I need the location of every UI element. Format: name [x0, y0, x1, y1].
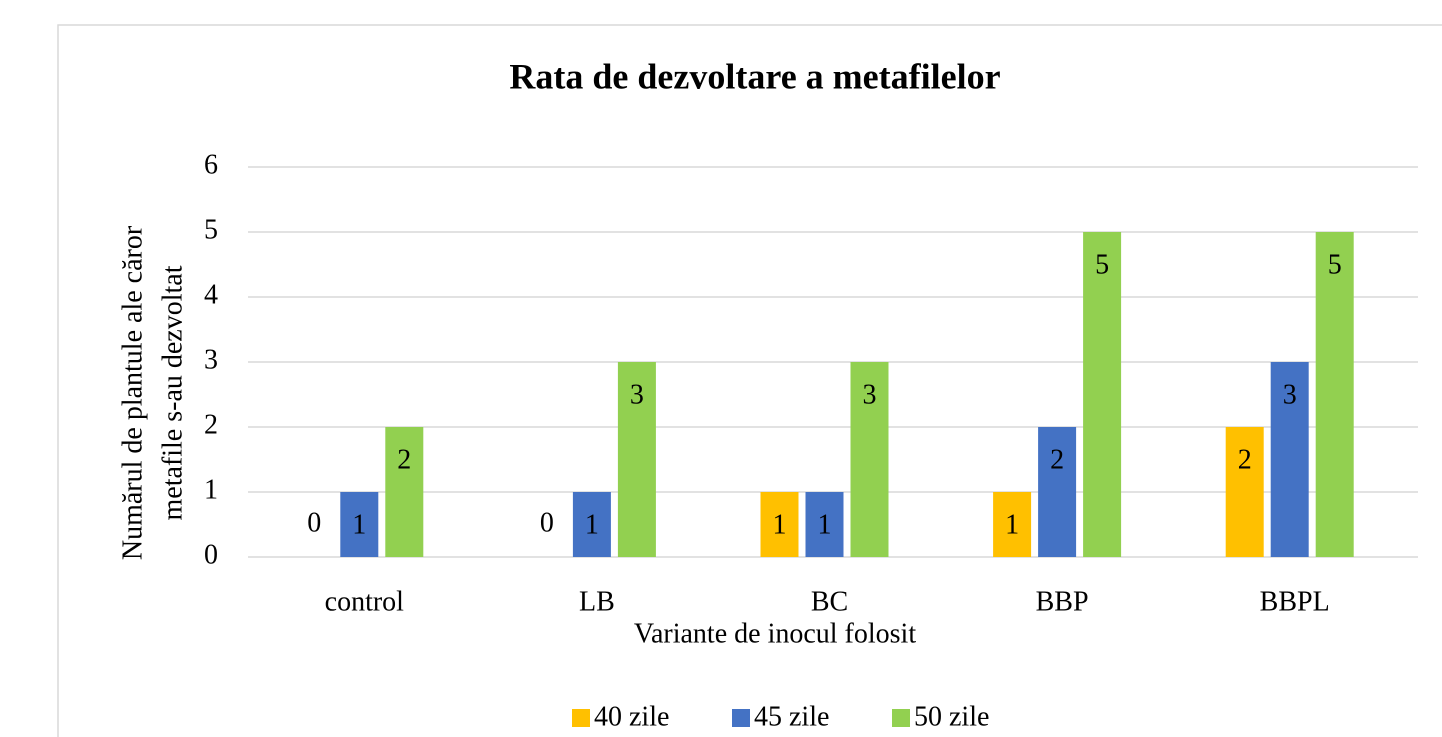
y-tick-label: 3 — [204, 344, 218, 375]
bar — [1038, 427, 1077, 557]
x-axis-title: Variante de inocul folosit — [634, 618, 916, 649]
bar — [385, 427, 424, 557]
y-tick-label: 6 — [204, 149, 218, 180]
data-label: 0 — [307, 507, 321, 538]
data-label: 3 — [630, 379, 644, 410]
data-label: 5 — [1328, 249, 1342, 280]
data-label: 5 — [1095, 249, 1109, 280]
data-label: 1 — [773, 509, 787, 540]
data-label: 2 — [1050, 444, 1064, 475]
bar — [1315, 232, 1354, 557]
data-label: 3 — [863, 379, 877, 410]
x-tick-label: BBP — [1036, 586, 1089, 617]
y-tick-label: 1 — [204, 474, 218, 505]
data-label: 2 — [397, 444, 411, 475]
y-tick-label: 2 — [204, 409, 218, 440]
chart-title: Rata de dezvoltare a metafilelor — [509, 56, 1000, 96]
y-tick-label: 5 — [204, 214, 218, 245]
data-label: 1 — [585, 509, 599, 540]
bar — [805, 492, 844, 557]
bar — [1270, 362, 1309, 557]
legend-swatch — [732, 709, 750, 727]
data-label: 1 — [818, 509, 832, 540]
bar — [850, 362, 889, 557]
data-label: 3 — [1283, 379, 1297, 410]
x-tick-label: BC — [811, 586, 848, 617]
x-tick-label: LB — [579, 586, 615, 617]
y-tick-label: 4 — [204, 279, 218, 310]
legend-label: 50 zile — [914, 701, 989, 732]
y-tick-label: 0 — [204, 539, 218, 570]
bar — [993, 492, 1032, 557]
y-axis-title: metafile s-au dezvoltat — [157, 265, 188, 520]
bar — [572, 492, 611, 557]
x-tick-label: BBPL — [1260, 586, 1330, 617]
bar — [617, 362, 656, 557]
data-label: 1 — [1005, 509, 1019, 540]
legend-swatch — [892, 709, 910, 727]
bar — [1083, 232, 1122, 557]
x-tick-label: control — [325, 586, 405, 617]
bar — [340, 492, 379, 557]
bar — [1225, 427, 1264, 557]
bar — [760, 492, 799, 557]
y-axis-title: Numărul de plantule ale căror — [117, 225, 148, 560]
legend-label: 40 zile — [594, 701, 669, 732]
legend-swatch — [572, 709, 590, 727]
data-label: 1 — [352, 509, 366, 540]
chart-border — [57, 24, 1442, 737]
data-label: 2 — [1238, 444, 1252, 475]
legend-label: 45 zile — [754, 701, 829, 732]
data-label: 0 — [540, 507, 554, 538]
